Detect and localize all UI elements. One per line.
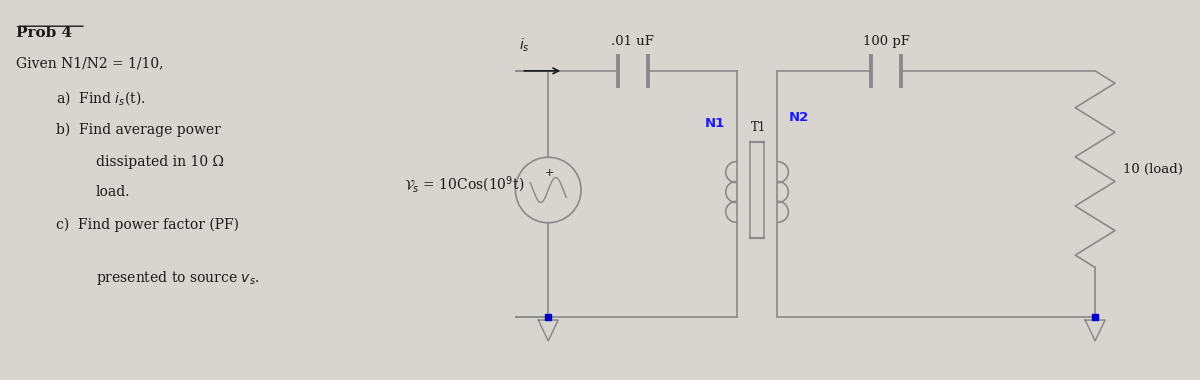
- Text: 100 pF: 100 pF: [863, 35, 910, 48]
- Text: c)  Find power factor (PF): c) Find power factor (PF): [56, 218, 239, 232]
- Text: dissipated in 10 Ω: dissipated in 10 Ω: [96, 155, 224, 169]
- Text: $\mathcal{V}_s$ = 10Cos(10$^9$t): $\mathcal{V}_s$ = 10Cos(10$^9$t): [404, 175, 524, 195]
- Text: presented to source $v_s$.: presented to source $v_s$.: [96, 269, 259, 287]
- Text: a)  Find $\mathit{i}_s$(t).: a) Find $\mathit{i}_s$(t).: [56, 89, 145, 106]
- Text: .01 uF: .01 uF: [611, 35, 654, 48]
- Text: b)  Find average power: b) Find average power: [56, 122, 221, 137]
- Text: N1: N1: [706, 117, 726, 130]
- Text: N2: N2: [788, 111, 809, 125]
- Text: 10 (load): 10 (load): [1123, 163, 1183, 176]
- Text: Given N1/N2 = 1/10,: Given N1/N2 = 1/10,: [17, 56, 164, 70]
- Text: +: +: [545, 168, 554, 178]
- Text: Prob 4: Prob 4: [17, 26, 72, 40]
- Text: load.: load.: [96, 185, 131, 199]
- Text: $\mathit{i}_s$: $\mathit{i}_s$: [520, 36, 530, 54]
- Text: T1: T1: [750, 121, 766, 135]
